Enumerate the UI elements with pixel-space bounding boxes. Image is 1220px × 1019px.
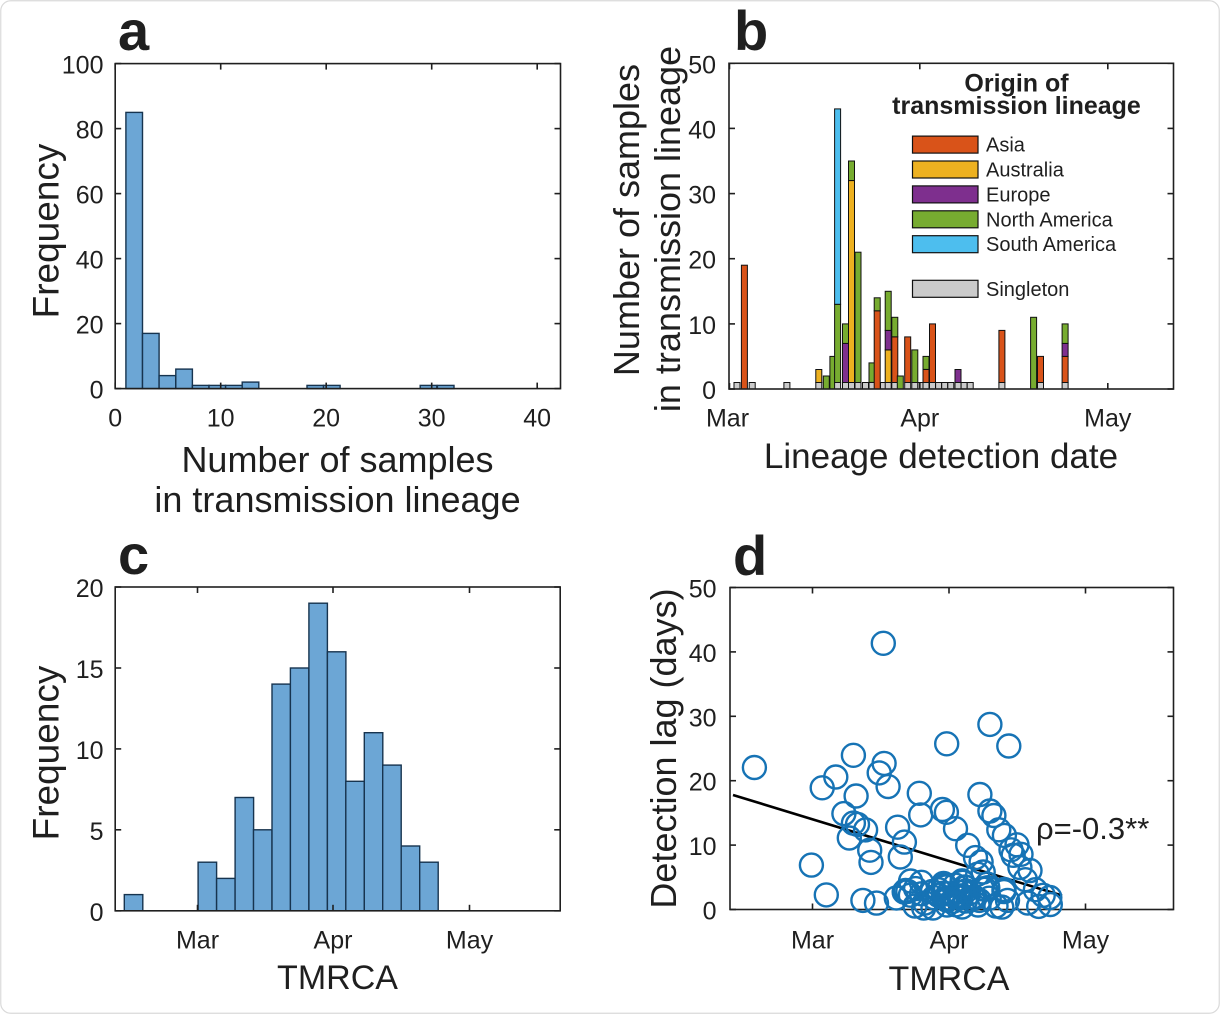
svg-text:Mar: Mar xyxy=(791,927,834,955)
svg-text:10: 10 xyxy=(689,833,717,861)
svg-text:Apr: Apr xyxy=(900,405,939,433)
svg-text:100: 100 xyxy=(62,52,104,80)
svg-text:ρ=-0.3**: ρ=-0.3** xyxy=(1036,811,1149,846)
svg-text:South America: South America xyxy=(986,234,1117,256)
svg-text:80: 80 xyxy=(76,117,104,145)
svg-text:20: 20 xyxy=(76,312,104,340)
svg-text:in transmission lineage: in transmission lineage xyxy=(154,479,520,520)
svg-text:Mar: Mar xyxy=(176,927,219,955)
svg-text:0: 0 xyxy=(703,898,717,926)
svg-text:30: 30 xyxy=(689,704,717,732)
svg-text:a: a xyxy=(118,0,150,62)
svg-text:40: 40 xyxy=(689,640,717,668)
svg-text:Number of samples: Number of samples xyxy=(181,439,493,480)
svg-text:60: 60 xyxy=(76,182,104,210)
svg-text:30: 30 xyxy=(418,405,446,433)
svg-text:Frequency: Frequency xyxy=(26,665,67,840)
svg-text:Apr: Apr xyxy=(314,927,353,955)
svg-text:15: 15 xyxy=(76,656,104,684)
svg-text:c: c xyxy=(118,523,149,586)
svg-text:Asia: Asia xyxy=(986,135,1026,157)
svg-text:TMRCA: TMRCA xyxy=(277,959,398,997)
svg-text:40: 40 xyxy=(688,116,716,144)
svg-text:Frequency: Frequency xyxy=(26,143,67,318)
svg-text:40: 40 xyxy=(523,405,551,433)
svg-text:50: 50 xyxy=(688,51,716,79)
svg-text:b: b xyxy=(734,0,768,62)
svg-text:Number of samples: Number of samples xyxy=(606,64,647,376)
svg-text:20: 20 xyxy=(76,575,104,603)
svg-text:Apr: Apr xyxy=(930,927,969,955)
svg-text:transmission lineage: transmission lineage xyxy=(892,92,1141,120)
svg-text:0: 0 xyxy=(108,405,122,433)
svg-text:May: May xyxy=(446,927,494,955)
svg-text:Detection lag (days): Detection lag (days) xyxy=(643,588,684,908)
svg-text:d: d xyxy=(733,524,767,587)
svg-text:Origin of: Origin of xyxy=(964,70,1069,98)
svg-text:Australia: Australia xyxy=(986,160,1065,182)
svg-text:5: 5 xyxy=(90,818,104,846)
svg-text:10: 10 xyxy=(688,312,716,340)
svg-text:May: May xyxy=(1084,405,1132,433)
svg-text:30: 30 xyxy=(688,182,716,210)
svg-text:10: 10 xyxy=(76,737,104,765)
svg-text:40: 40 xyxy=(76,247,104,275)
svg-text:North America: North America xyxy=(986,209,1114,231)
svg-text:0: 0 xyxy=(90,377,104,405)
svg-text:20: 20 xyxy=(688,247,716,275)
svg-text:in transmission lineage: in transmission lineage xyxy=(647,46,688,412)
svg-text:0: 0 xyxy=(702,377,716,405)
svg-text:Lineage detection date: Lineage detection date xyxy=(764,437,1118,476)
svg-text:TMRCA: TMRCA xyxy=(889,960,1010,998)
svg-text:Singleton: Singleton xyxy=(986,279,1069,301)
svg-text:50: 50 xyxy=(689,576,717,604)
svg-text:Mar: Mar xyxy=(706,405,749,433)
svg-text:May: May xyxy=(1062,927,1110,955)
svg-text:Europe: Europe xyxy=(986,184,1051,206)
svg-text:20: 20 xyxy=(312,405,340,433)
svg-text:0: 0 xyxy=(90,899,104,927)
svg-text:10: 10 xyxy=(207,405,235,433)
svg-text:20: 20 xyxy=(689,769,717,797)
